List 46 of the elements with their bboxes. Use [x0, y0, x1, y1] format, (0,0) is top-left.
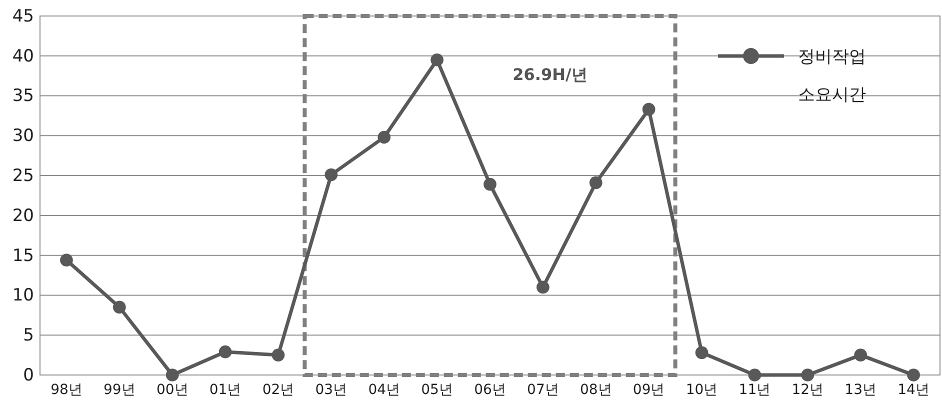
point [166, 368, 179, 382]
point [695, 346, 708, 360]
legend-label: 정비작업 소요시간 [798, 47, 866, 105]
y-tick-label: 35 [12, 86, 34, 106]
y-tick-label: 25 [12, 166, 34, 186]
x-tick-label: 99년 [104, 382, 136, 398]
x-tick-label: 06년 [474, 382, 506, 398]
x-tick-label: 04년 [368, 382, 400, 398]
point [112, 300, 126, 314]
x-tick-label: 08년 [580, 382, 612, 398]
y-tick-label: 30 [12, 126, 34, 146]
point [272, 348, 285, 362]
point [854, 348, 868, 362]
x-tick-label: 09년 [632, 382, 665, 398]
point [218, 345, 232, 358]
x-tick-label: 13년 [844, 382, 876, 398]
y-tick-label: 40 [12, 46, 34, 66]
point [484, 178, 496, 191]
y-tick-label: 15 [12, 246, 34, 266]
point [801, 368, 814, 382]
y-tick-label: 5 [23, 326, 34, 346]
x-tick-label: 01년 [209, 382, 242, 398]
point [324, 168, 338, 182]
point [60, 254, 73, 267]
x-tick-label: 98년 [50, 382, 82, 398]
x-tick-label: 07년 [527, 382, 559, 398]
x-tick-label: 02년 [262, 382, 294, 398]
x-tick-label: 11년 [738, 382, 771, 398]
y-tick-label: 45 [12, 6, 34, 26]
x-tick-label: 12년 [792, 382, 824, 398]
y-tick-label: 0 [23, 365, 34, 386]
x-tick-label: 03년 [315, 382, 348, 398]
y-tick-label: 10 [12, 286, 34, 306]
x-tick-label: 14년 [898, 382, 930, 398]
point [748, 368, 762, 382]
annotation: 26.9H/년 [512, 65, 588, 84]
x-tick-label: 00년 [156, 382, 188, 398]
point [536, 280, 550, 294]
point [430, 53, 444, 66]
point [907, 368, 920, 382]
point [378, 130, 391, 144]
point [589, 176, 602, 190]
point [642, 102, 656, 116]
x-tick-label: 10년 [686, 382, 718, 398]
y-tick-label: 20 [12, 206, 34, 226]
x-tick-label: 05년 [421, 382, 453, 398]
